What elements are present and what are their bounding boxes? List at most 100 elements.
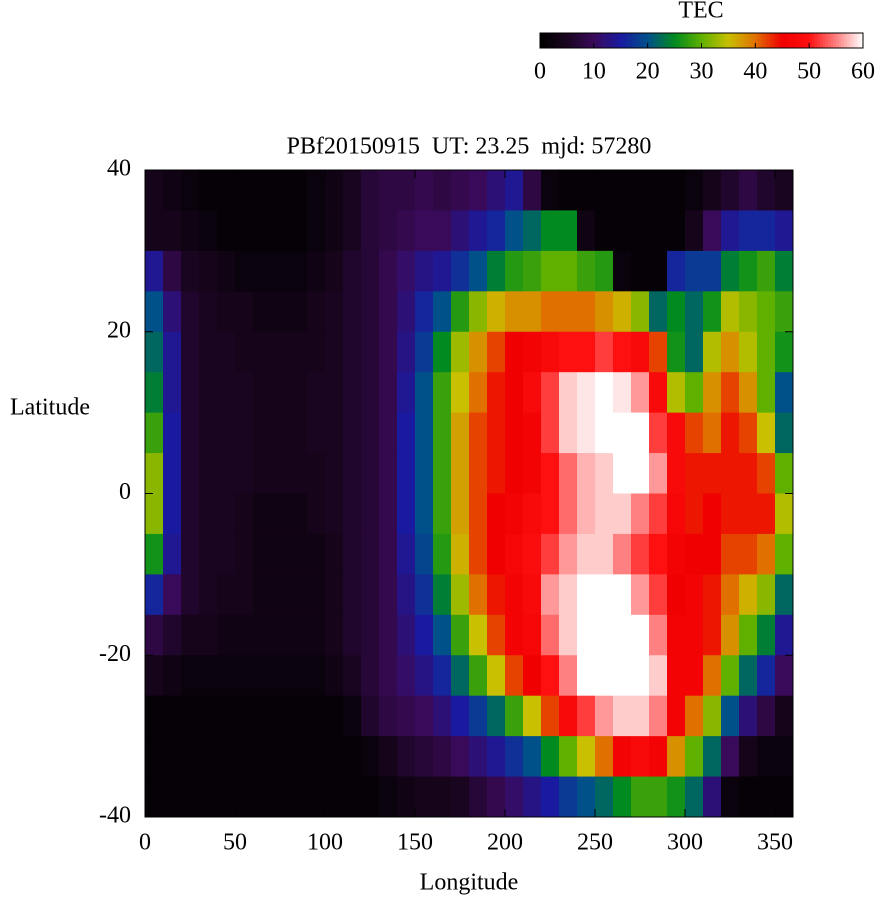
heat-cell: [307, 493, 326, 535]
heat-cell: [523, 695, 542, 737]
heat-cell: [487, 170, 506, 211]
heat-cell: [271, 331, 290, 373]
heat-cell: [703, 736, 722, 778]
heat-cell: [541, 291, 560, 333]
heat-cell: [721, 776, 740, 818]
heat-cell: [595, 533, 614, 575]
heat-cell: [451, 614, 470, 656]
heat-cell: [469, 250, 488, 292]
heat-cell: [775, 736, 794, 778]
heat-cell: [487, 614, 506, 656]
heat-cell: [289, 412, 308, 454]
heat-cell: [469, 574, 488, 616]
heat-cell: [163, 453, 182, 494]
heat-cell: [325, 574, 344, 616]
heat-cell: [541, 736, 560, 778]
heat-cell: [451, 655, 470, 697]
heat-cell: [271, 372, 290, 414]
heat-cell: [271, 493, 290, 535]
colorbar-swatch: [747, 33, 751, 48]
heat-cell: [541, 533, 560, 575]
heat-cell: [487, 655, 506, 697]
heat-cell: [667, 372, 686, 414]
heat-cell: [253, 493, 272, 535]
heat-cell: [613, 655, 632, 697]
heat-cell: [235, 170, 254, 211]
heat-cell: [505, 574, 524, 616]
heat-cell: [415, 210, 434, 252]
heat-cell: [649, 736, 668, 778]
heat-cell: [541, 170, 560, 211]
heat-cell: [667, 453, 686, 494]
colorbar-swatch: [653, 33, 657, 48]
heat-cell: [649, 574, 668, 616]
heat-cell: [649, 210, 668, 252]
heat-cell: [595, 614, 614, 656]
heat-cell: [739, 655, 758, 697]
colorbar-swatch: [685, 33, 689, 48]
colorbar-swatch: [553, 33, 557, 48]
heat-cell: [163, 291, 182, 333]
heat-cell: [505, 453, 524, 494]
colorbar-swatch: [540, 33, 544, 48]
heat-cell: [343, 372, 362, 414]
heat-cell: [289, 453, 308, 494]
heat-cell: [667, 736, 686, 778]
heat-cell: [775, 372, 794, 414]
x-tick-label: 0: [139, 830, 151, 856]
heat-cell: [199, 614, 218, 656]
heat-cell: [631, 574, 650, 616]
heat-cell: [559, 695, 578, 737]
heat-cell: [289, 210, 308, 252]
colorbar-swatch: [566, 33, 571, 48]
heat-cell: [541, 412, 560, 454]
heat-cell: [703, 655, 722, 697]
colorbar-swatch: [591, 33, 595, 48]
colorbar-swatch: [706, 33, 711, 48]
heat-cell: [739, 210, 758, 252]
heat-cell: [595, 574, 614, 616]
heat-cell: [523, 655, 542, 697]
heat-cell: [541, 372, 560, 414]
heat-cell: [505, 250, 524, 292]
colorbar-swatch: [701, 33, 705, 48]
heat-cell: [433, 331, 452, 373]
heat-cell: [397, 493, 416, 535]
heat-cell: [595, 655, 614, 697]
heat-cell: [199, 250, 218, 292]
colorbar-swatch: [844, 33, 848, 48]
heat-cell: [649, 372, 668, 414]
heat-cell: [253, 331, 272, 373]
heat-cell: [235, 493, 254, 535]
colorbar-swatch: [558, 33, 563, 48]
heat-cell: [739, 372, 758, 414]
colorbar-swatch: [548, 33, 552, 48]
heat-cell: [415, 736, 434, 778]
heat-cell: [397, 372, 416, 414]
heat-cell: [253, 614, 272, 656]
heat-cell: [703, 412, 722, 454]
heat-cell: [541, 655, 560, 697]
heat-cell: [397, 170, 416, 211]
heat-cell: [307, 574, 326, 616]
heat-cell: [289, 574, 308, 616]
colorbar-swatch: [857, 33, 861, 48]
heat-cell: [703, 533, 722, 575]
heat-cell: [559, 453, 578, 494]
heat-cell: [343, 736, 362, 778]
colorbar-swatch: [712, 33, 716, 48]
heat-cell: [271, 533, 290, 575]
heat-cell: [415, 372, 434, 414]
heat-cell: [361, 210, 380, 252]
colorbar-swatch: [601, 33, 606, 48]
heat-cell: [739, 291, 758, 333]
heat-cell: [469, 533, 488, 575]
heat-cell: [667, 695, 686, 737]
heat-cell: [739, 331, 758, 373]
heat-cell: [595, 695, 614, 737]
heat-cell: [667, 533, 686, 575]
heat-cell: [469, 736, 488, 778]
heat-cell: [217, 412, 236, 454]
heat-cell: [577, 614, 596, 656]
